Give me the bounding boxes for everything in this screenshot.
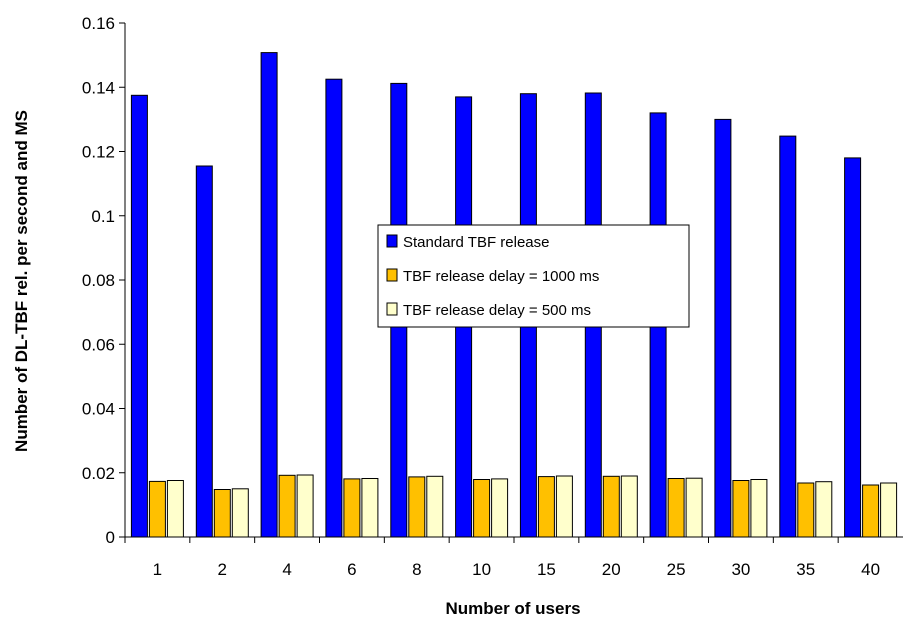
bar-series1-1: [130, 94, 148, 538]
bar-series3-40: [880, 482, 898, 538]
bar-series3-1: [166, 480, 184, 538]
y-tick-label: 0.1: [91, 207, 115, 226]
bar-series3-2: [231, 488, 249, 538]
x-tick-label: 30: [731, 560, 750, 579]
legend-label-series3: TBF release delay = 500 ms: [403, 302, 591, 319]
bar-series3-20: [620, 475, 638, 538]
bar-series1-40: [844, 157, 862, 538]
y-tick-label: 0.16: [82, 14, 115, 33]
legend-label-series2: TBF release delay = 1000 ms: [403, 268, 599, 285]
y-tick-label: 0: [106, 528, 115, 547]
bar-series3-8: [426, 475, 444, 538]
bar-series3-10: [491, 478, 509, 538]
bar-series2-8: [408, 476, 426, 538]
legend: Standard TBF release TBF release delay = …: [377, 224, 690, 328]
x-tick-label: 10: [472, 560, 491, 579]
bar-series2-15: [537, 476, 555, 538]
ticks-group: 0 0.02 0.04 0.06 0.08 0.1 0.12 0.14 0.16 1 2 4 6 8 10 1…: [82, 14, 880, 579]
y-tick-label: 0.06: [82, 335, 115, 354]
y-axis-title: Number of DL-TBF rel. per second and MS: [12, 110, 31, 452]
y-tick-label: 0.04: [82, 400, 115, 419]
bar-series2-20: [602, 475, 620, 538]
x-tick-label: 40: [861, 560, 880, 579]
x-tick-label: 6: [347, 560, 356, 579]
bar-series2-30: [732, 480, 750, 538]
legend-swatch-series3: [386, 302, 398, 316]
bar-series2-35: [797, 482, 815, 538]
x-axis-title: Number of users: [445, 599, 580, 618]
legend-label-series1: Standard TBF release: [403, 234, 549, 251]
bar-series1-35: [779, 135, 797, 538]
x-tick-label: 4: [282, 560, 291, 579]
x-tick-label: 2: [217, 560, 226, 579]
bar-series1-2: [195, 165, 213, 538]
bar-series2-4: [278, 474, 296, 538]
x-tick-label: 8: [412, 560, 421, 579]
bar-series2-6: [343, 478, 361, 538]
bar-series3-6: [361, 478, 379, 538]
bar-series2-2: [213, 489, 231, 538]
bar-series3-25: [685, 477, 703, 538]
x-tick-label: 1: [153, 560, 162, 579]
bar-series3-15: [555, 475, 573, 538]
legend-box: [377, 224, 690, 328]
bar-series2-40: [862, 484, 880, 538]
bar-series1-4: [260, 52, 278, 538]
bar-series2-10: [473, 479, 491, 538]
bar-series1-30: [714, 118, 732, 538]
bar-series1-6: [325, 78, 343, 538]
bar-series2-25: [667, 478, 685, 538]
legend-swatch-series2: [386, 268, 398, 282]
bar-series2-1: [148, 480, 166, 538]
bar-series3-35: [815, 481, 833, 538]
x-tick-label: 20: [602, 560, 621, 579]
x-tick-label: 15: [537, 560, 556, 579]
y-tick-label: 0.14: [82, 78, 115, 97]
y-tick-label: 0.02: [82, 464, 115, 483]
y-tick-label: 0.12: [82, 143, 115, 162]
y-tick-label: 0.08: [82, 271, 115, 290]
bar-series3-4: [296, 474, 314, 538]
x-tick-label: 35: [796, 560, 815, 579]
x-tick-label: 25: [667, 560, 686, 579]
bar-series3-30: [750, 479, 768, 538]
legend-swatch-series1: [386, 234, 398, 248]
